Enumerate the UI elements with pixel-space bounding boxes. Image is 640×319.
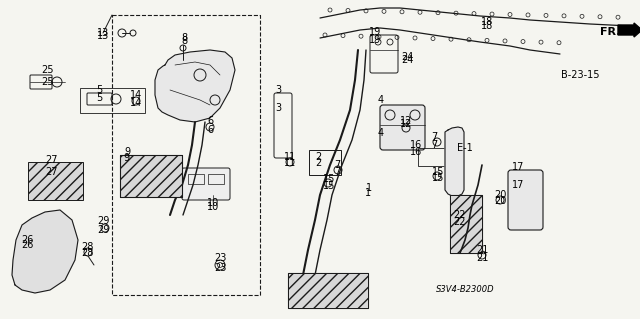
Text: 28: 28 — [81, 242, 93, 252]
Text: 2: 2 — [315, 158, 321, 168]
Text: 7: 7 — [334, 167, 340, 177]
FancyBboxPatch shape — [182, 168, 230, 200]
Text: 21: 21 — [476, 253, 488, 263]
Text: 18: 18 — [481, 17, 493, 27]
Text: 20: 20 — [494, 190, 506, 200]
Text: 15: 15 — [432, 173, 444, 183]
Bar — [450, 195, 482, 253]
Text: 9: 9 — [123, 153, 129, 163]
Text: 15: 15 — [323, 174, 335, 184]
Polygon shape — [12, 210, 78, 293]
Text: 26: 26 — [21, 240, 33, 250]
Bar — [112, 15, 260, 295]
Text: 20: 20 — [494, 196, 506, 206]
Text: B-23-15: B-23-15 — [561, 70, 599, 80]
Text: 2: 2 — [315, 152, 321, 162]
Bar — [188, 174, 204, 184]
Text: 7: 7 — [431, 140, 437, 150]
Text: 5: 5 — [96, 85, 102, 95]
Text: 15: 15 — [323, 181, 335, 191]
Text: 25: 25 — [41, 65, 53, 75]
Text: S3V4-B2300D: S3V4-B2300D — [436, 286, 494, 294]
Text: 28: 28 — [81, 248, 93, 258]
FancyBboxPatch shape — [508, 170, 543, 230]
Text: 14: 14 — [130, 90, 142, 100]
Text: 15: 15 — [432, 167, 444, 177]
Text: 6: 6 — [207, 116, 213, 126]
Text: 23: 23 — [214, 263, 226, 273]
Text: 7: 7 — [334, 160, 340, 170]
Text: 16: 16 — [410, 147, 422, 157]
Text: 26: 26 — [21, 235, 33, 245]
Text: 10: 10 — [207, 198, 219, 208]
Text: 5: 5 — [96, 93, 102, 103]
Bar — [80, 88, 145, 113]
Text: 19: 19 — [369, 27, 381, 37]
Text: 22: 22 — [454, 217, 467, 227]
Text: 27: 27 — [45, 167, 57, 177]
Text: 11: 11 — [284, 158, 296, 168]
Text: 13: 13 — [97, 28, 109, 38]
Text: 17: 17 — [512, 180, 524, 190]
Text: 21: 21 — [476, 245, 488, 255]
Text: 7: 7 — [431, 132, 437, 142]
Bar — [418, 148, 448, 166]
Text: 18: 18 — [481, 21, 493, 31]
Polygon shape — [445, 127, 464, 196]
Text: 11: 11 — [284, 152, 296, 162]
Bar — [309, 150, 341, 175]
Text: 29: 29 — [97, 216, 109, 226]
Bar — [288, 273, 368, 308]
Text: 3: 3 — [275, 85, 281, 95]
Text: 3: 3 — [275, 103, 281, 113]
Text: 9: 9 — [124, 147, 130, 157]
Text: 12: 12 — [400, 116, 412, 126]
Text: 23: 23 — [214, 253, 226, 263]
Text: FR.: FR. — [600, 27, 621, 37]
Text: 1: 1 — [365, 188, 371, 198]
Text: 4: 4 — [378, 95, 384, 105]
Text: 16: 16 — [410, 140, 422, 150]
Polygon shape — [155, 50, 235, 122]
Text: 17: 17 — [512, 162, 524, 172]
Text: 12: 12 — [400, 119, 412, 129]
Text: 19: 19 — [369, 35, 381, 45]
Text: 1: 1 — [366, 183, 372, 193]
Text: 25: 25 — [41, 77, 53, 87]
Text: 27: 27 — [45, 155, 57, 165]
Text: 8: 8 — [181, 36, 187, 46]
Bar — [208, 174, 224, 184]
FancyBboxPatch shape — [380, 105, 425, 150]
FancyArrow shape — [618, 23, 640, 37]
Bar — [450, 195, 482, 253]
Bar — [288, 273, 368, 308]
Text: 6: 6 — [207, 125, 213, 135]
Text: 4: 4 — [378, 128, 384, 138]
Text: E-1: E-1 — [457, 143, 473, 153]
Text: 22: 22 — [454, 210, 467, 220]
Text: 13: 13 — [97, 31, 109, 41]
Text: 10: 10 — [207, 202, 219, 212]
Text: 24: 24 — [401, 55, 413, 65]
Bar — [120, 155, 182, 197]
Bar — [28, 162, 83, 200]
Text: 29: 29 — [97, 225, 109, 235]
Text: 8: 8 — [181, 33, 187, 43]
Text: 24: 24 — [401, 52, 413, 62]
Text: 14: 14 — [130, 98, 142, 108]
